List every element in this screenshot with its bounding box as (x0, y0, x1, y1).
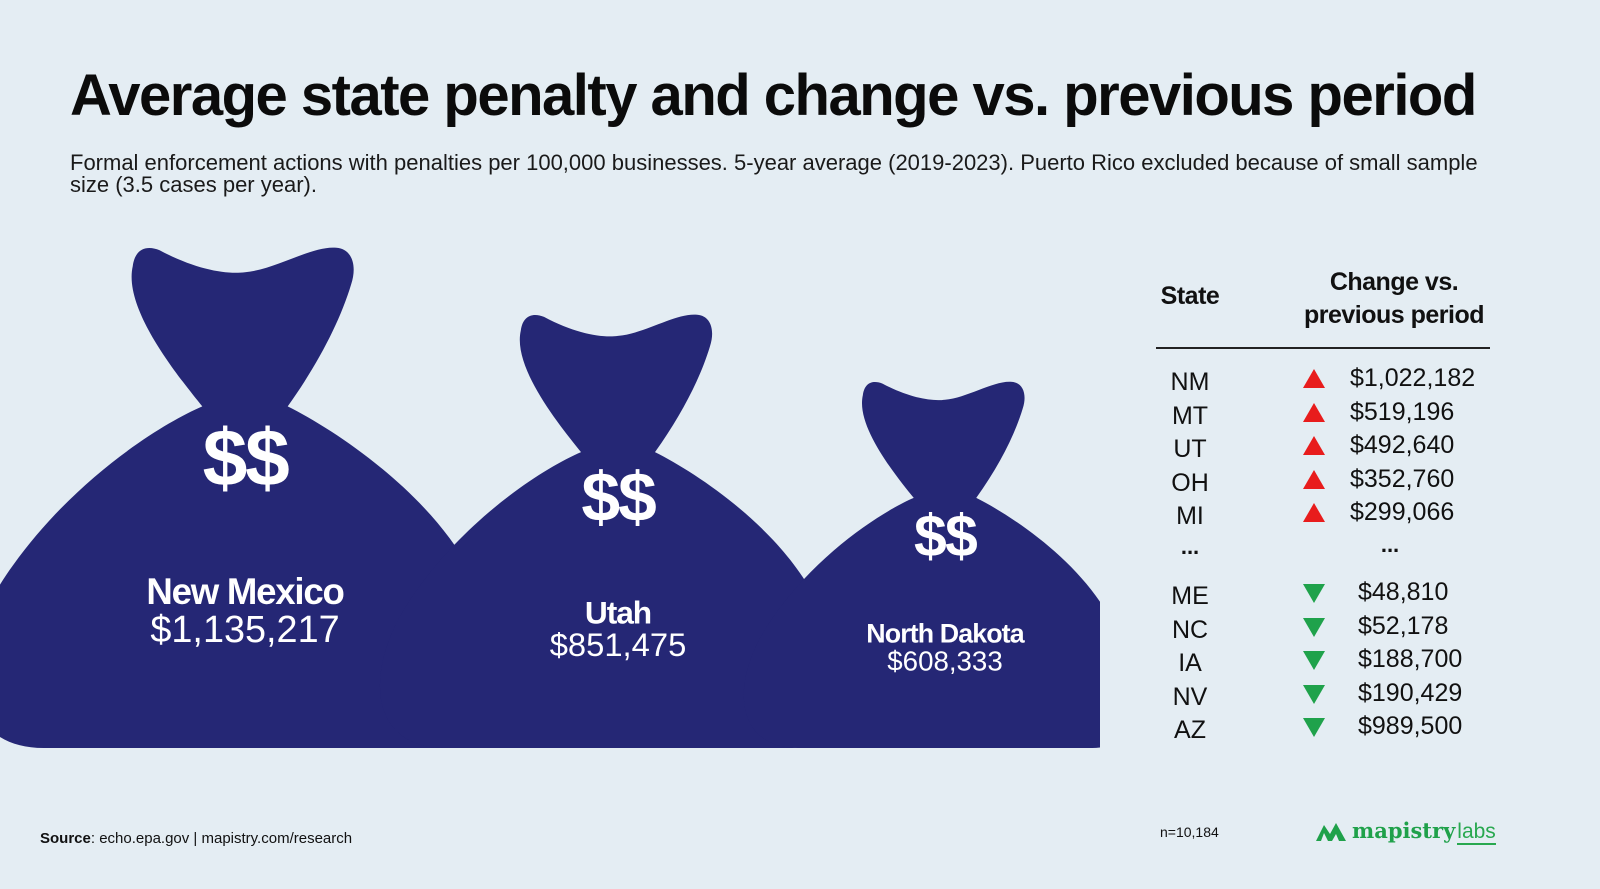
logo-suffix: labs (1457, 820, 1496, 845)
table-ellipsis-state: ... (1180, 534, 1200, 559)
triangle-up-icon (1302, 368, 1326, 397)
bag-category-label: Utah (585, 594, 651, 630)
state-code: IA (1178, 649, 1202, 678)
triangle-up-icon (1302, 402, 1326, 431)
triangle-down-icon (1302, 716, 1326, 745)
dollar-symbol-label: $$ (203, 414, 289, 504)
change-value: $519,196 (1350, 397, 1455, 426)
table-row: MT $519,196 (0, 397, 1600, 432)
table-header-state: State (1160, 282, 1220, 310)
source-text: : echo.epa.gov | mapistry.com/research (90, 830, 353, 847)
triangle-down-icon (1302, 649, 1326, 678)
table-row: IA $188,700 (0, 645, 1600, 679)
table-divider (1156, 347, 1490, 349)
source-note: Source: echo.epa.gov | mapistry.com/rese… (40, 830, 352, 847)
chart-subtitle: Formal enforcement actions with penaltie… (70, 150, 1478, 197)
change-value: $989,500 (1358, 712, 1463, 741)
state-code: NV (1172, 682, 1208, 711)
money-bag-shape (379, 314, 844, 748)
dollar-symbol-label: $$ (914, 504, 977, 569)
triangle-down-icon (1302, 582, 1326, 611)
table-row: OH $352,760 (0, 464, 1600, 499)
state-code: OH (1171, 468, 1209, 497)
triangle-up-icon (1302, 435, 1326, 464)
state-code: NC (1171, 615, 1209, 644)
money-bag-new-mexico: $$ New Mexico$1,135,217 (0, 247, 506, 749)
table-row: MI $299,066 (0, 498, 1600, 532)
state-code: AZ (1174, 716, 1206, 745)
change-value: $1,022,182 (1350, 364, 1476, 392)
table-header-change: Change vs. previous period (1268, 266, 1520, 332)
table-ellipsis-change: ... (1380, 532, 1400, 557)
change-value: $188,700 (1358, 645, 1463, 674)
change-value: $352,760 (1350, 464, 1455, 493)
table-row: NV $190,429 (0, 678, 1600, 713)
logo-word: mapistry (1352, 818, 1456, 843)
bag-category-label: North Dakota (866, 619, 1025, 649)
triangle-up-icon (1302, 469, 1326, 498)
table-row: NM $1,022,182 (0, 364, 1600, 398)
money-bag-chart: $$ New Mexico$1,135,217 $$ Utah$851,475 $$ No… (0, 247, 1100, 749)
state-code: MT (1171, 401, 1209, 430)
table-header-change-line1: Change vs. (1329, 268, 1459, 296)
change-value: $48,810 (1358, 578, 1449, 606)
money-bag-shape (0, 247, 506, 749)
change-value: $299,066 (1350, 498, 1455, 527)
dollar-symbol-label: $$ (581, 458, 656, 536)
bag-value-label: $1,135,217 (150, 609, 339, 651)
triangle-down-icon (1302, 616, 1326, 645)
table-row: UT $492,640 (0, 431, 1600, 465)
chart-title: Average state penalty and change vs. pre… (70, 63, 1477, 128)
bag-category-label: New Mexico (146, 571, 343, 612)
change-value: $190,429 (1358, 678, 1463, 707)
mountain-logo-icon (1316, 823, 1346, 841)
change-value: $492,640 (1350, 431, 1455, 460)
money-bag-north-dakota: $$ North Dakota$608,333 (743, 381, 1100, 749)
state-code: NM (1170, 368, 1210, 396)
table-row: ME $48,810 (0, 578, 1600, 612)
sample-size: n=10,184 (1160, 824, 1219, 840)
table-header-change-line2: previous period (1303, 301, 1485, 329)
table-row: NC $52,178 (0, 611, 1600, 646)
mapistry-logo: mapistrylabs (1316, 818, 1496, 845)
triangle-up-icon (1302, 502, 1326, 531)
table-row: AZ $989,500 (0, 712, 1600, 746)
state-code: ME (1171, 582, 1209, 610)
state-code: MI (1176, 502, 1204, 531)
logo-wordmark: mapistrylabs (1352, 818, 1496, 845)
state-code: UT (1173, 435, 1207, 464)
money-bag-utah: $$ Utah$851,475 (379, 314, 844, 748)
triangle-down-icon (1302, 683, 1326, 712)
source-label: Source (40, 830, 91, 847)
bag-value-label: $608,333 (887, 645, 1002, 676)
money-bag-shape (743, 381, 1100, 749)
change-value: $52,178 (1358, 611, 1449, 640)
bag-value-label: $851,475 (550, 626, 687, 663)
